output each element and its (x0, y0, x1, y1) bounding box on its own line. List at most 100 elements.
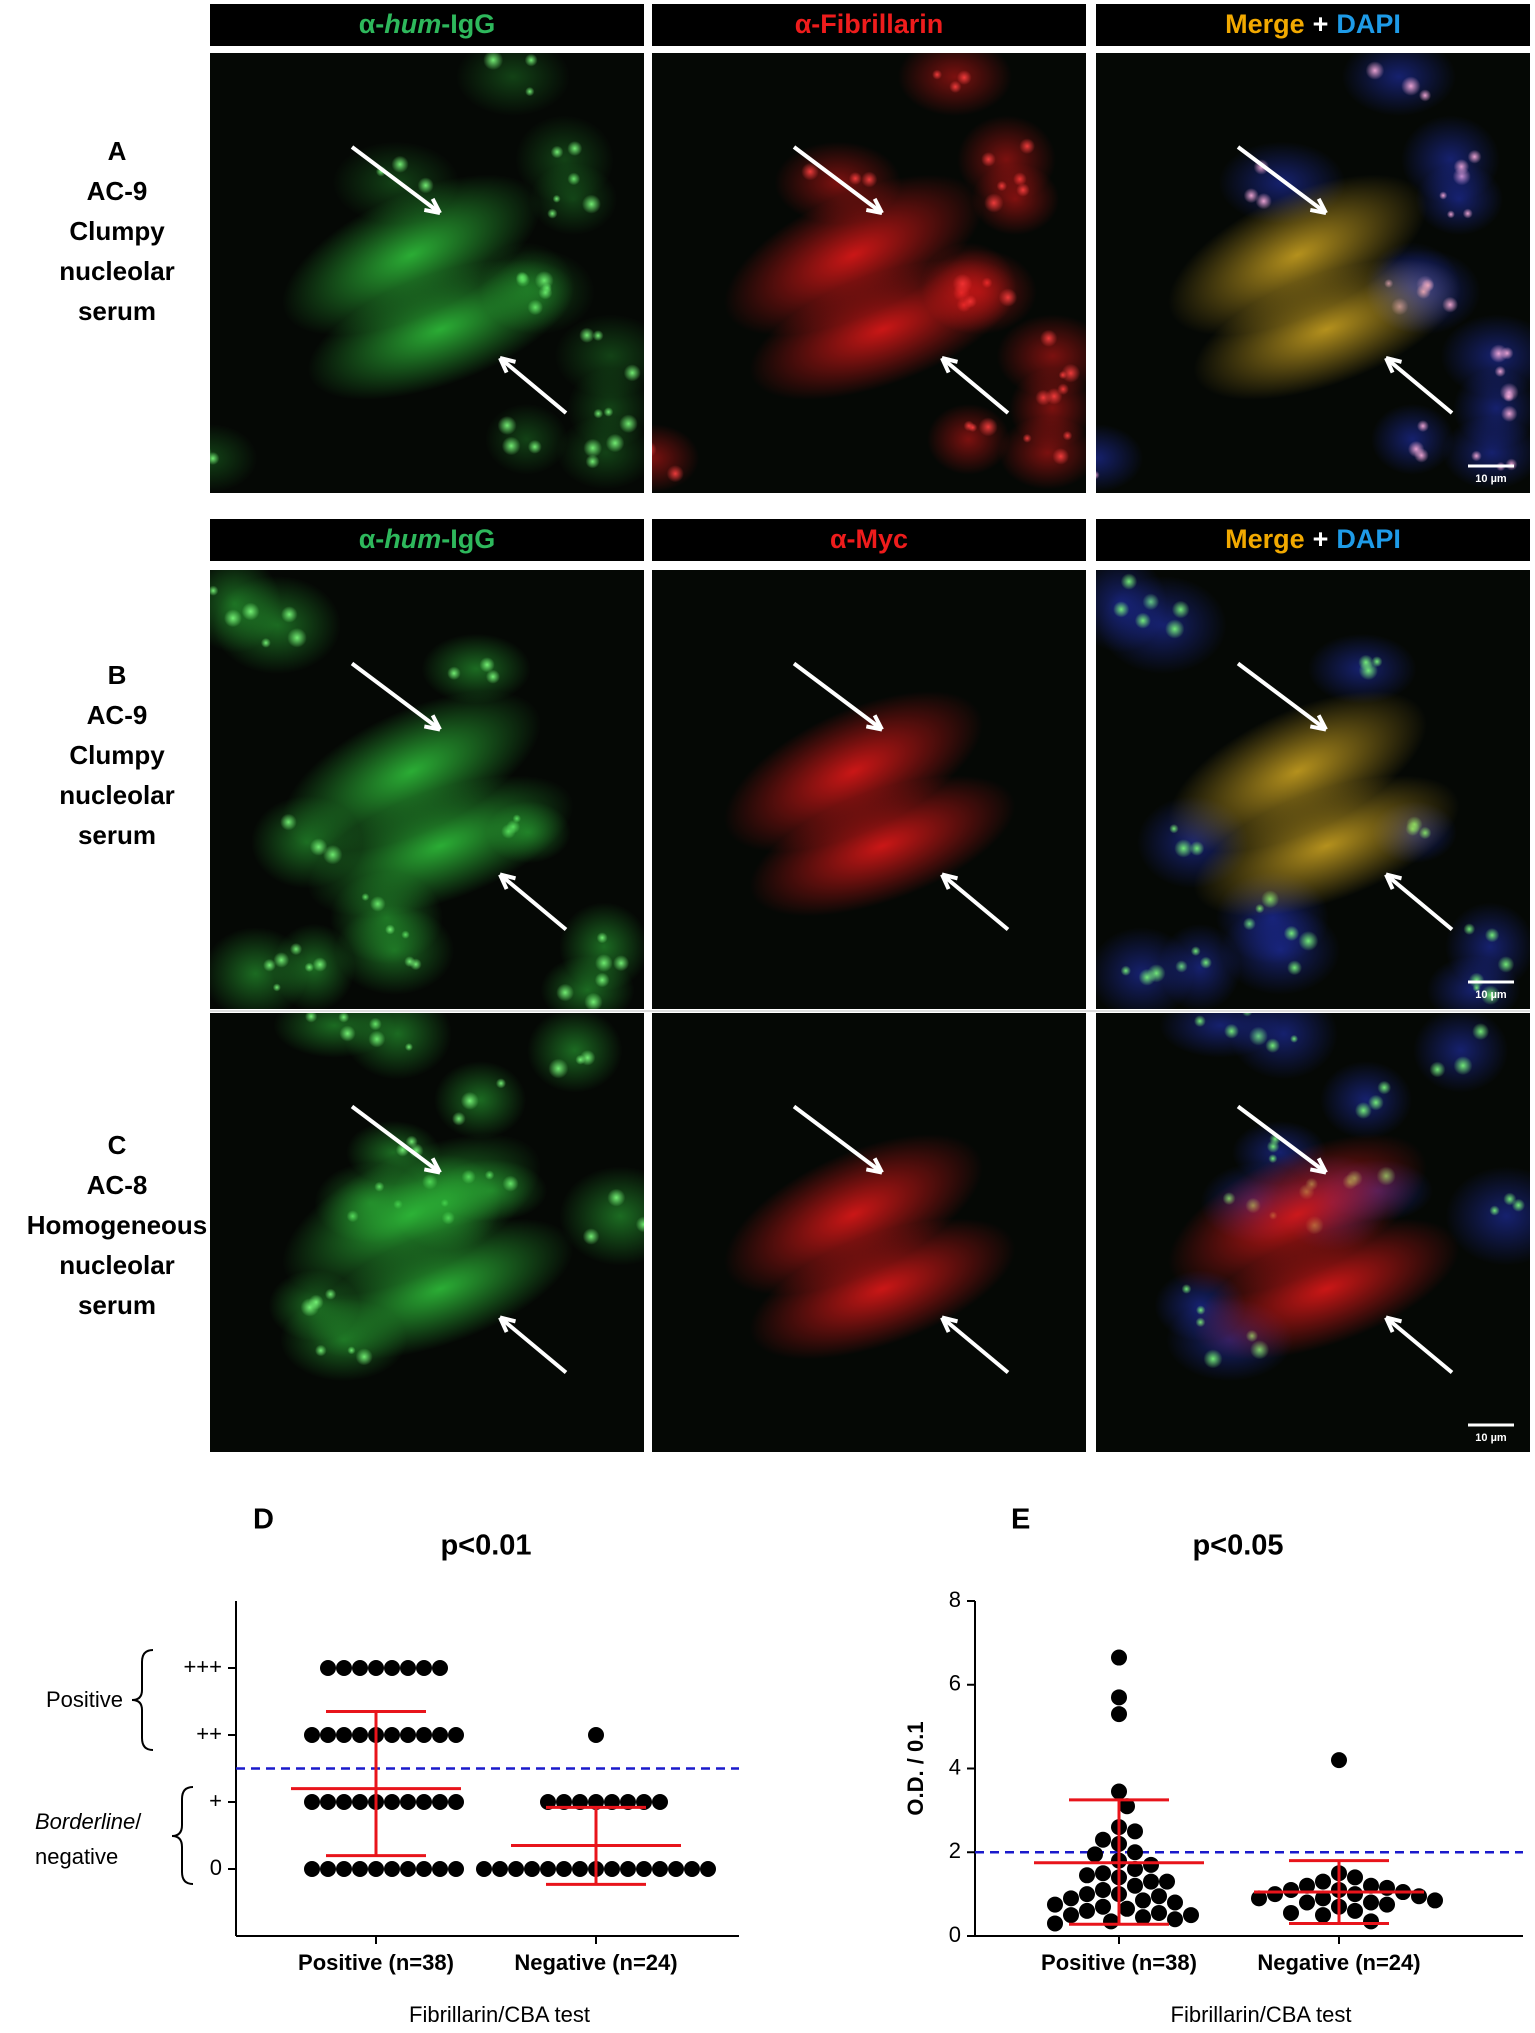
data-point (448, 1861, 464, 1877)
transfected-cell (724, 691, 983, 852)
nucleolus (1439, 191, 1448, 200)
nucleolus (339, 1025, 356, 1042)
nucleolus (932, 69, 943, 80)
column-header: Merge + DAPI (1225, 9, 1401, 39)
nucleolus (241, 602, 260, 621)
nucleus (210, 423, 258, 493)
nucleolus (1061, 363, 1081, 383)
data-point (1063, 1890, 1079, 1907)
data-point (416, 1727, 432, 1743)
data-point (1151, 1888, 1167, 1905)
nucleolus (1468, 972, 1485, 989)
nucleolus (981, 152, 996, 167)
data-point (1063, 1907, 1079, 1924)
nucleolus (1016, 183, 1030, 197)
arrow-head (498, 872, 517, 890)
transfected-cell (307, 775, 574, 917)
data-point (1127, 1877, 1143, 1894)
nucleus (554, 314, 644, 398)
data-point (432, 1727, 448, 1743)
nucleus (1371, 403, 1454, 475)
nucleus (1445, 1166, 1530, 1266)
bracket-label: Positive (46, 1687, 123, 1712)
nucleolus (1224, 1023, 1239, 1039)
nucleus (927, 403, 1010, 475)
data-point (432, 1794, 448, 1810)
data-point (636, 1861, 652, 1877)
arrow-head (1309, 197, 1328, 215)
nucleus (556, 415, 644, 490)
nucleolus (956, 70, 972, 85)
arrow-head (1384, 1315, 1403, 1333)
data-point (1183, 1907, 1199, 1924)
scale-bar-label: 10 µm (1475, 473, 1507, 485)
header-part: hum (384, 524, 441, 554)
nucleolus (1358, 654, 1374, 670)
y-axis-label: O.D. / 0.1 (903, 1721, 928, 1815)
header-part: -IgG (441, 524, 495, 554)
nucleolus (593, 408, 604, 419)
header-part: DAPI (1336, 524, 1401, 554)
y-tick-label: 6 (949, 1671, 961, 1696)
data-point (540, 1861, 556, 1877)
data-point (1427, 1892, 1443, 1909)
nucleus (1415, 163, 1504, 236)
nucleolus (1165, 619, 1185, 639)
data-point (384, 1794, 400, 1810)
column-header: Merge + DAPI (1225, 524, 1401, 554)
y-tick-label: 2 (949, 1838, 961, 1863)
nucleolus (1113, 601, 1130, 618)
nucleus (652, 423, 700, 493)
bracket-label: Borderline (35, 1809, 135, 1834)
row-label: nucleolar (59, 256, 175, 286)
nucleolus (1429, 1061, 1446, 1078)
data-point (1315, 1873, 1331, 1890)
nucleolus (451, 1111, 466, 1126)
nucleolus (1199, 956, 1212, 969)
nucleolus (447, 666, 461, 681)
data-point (1267, 1886, 1283, 1903)
data-point (1347, 1869, 1363, 1886)
row-label: AC-8 (87, 1170, 148, 1200)
nucleolus (1243, 188, 1259, 204)
chart-title: p<0.05 (1192, 1530, 1283, 1562)
nucleus (897, 53, 1013, 117)
nucleus (210, 927, 308, 1009)
data-point (1111, 1706, 1127, 1723)
arrow-head (498, 356, 517, 374)
arrow (1384, 872, 1454, 932)
nucleolus (1401, 76, 1421, 96)
data-point (1119, 1900, 1135, 1917)
nucleolus (801, 162, 819, 181)
nucleus (1413, 1013, 1509, 1093)
nucleolus (1193, 1015, 1206, 1028)
transfected-cell (749, 258, 1016, 400)
data-point (1151, 1904, 1167, 1921)
arrow-head (865, 197, 884, 215)
row-label: A (108, 136, 127, 166)
transfected-cell (1168, 691, 1427, 852)
nucleolus (497, 415, 517, 435)
arrow (940, 1315, 1010, 1375)
transfected-cell (307, 1218, 574, 1360)
header-bar (652, 4, 1086, 46)
data-point (368, 1660, 384, 1676)
nucleolus (495, 1078, 507, 1089)
row-label: nucleolar (59, 780, 175, 810)
data-point (1047, 1915, 1063, 1932)
x-tick-label: Positive (n=38) (298, 1950, 454, 1975)
nucleolus (984, 193, 1004, 213)
nucleolus (1354, 1101, 1372, 1119)
nucleolus (1511, 1198, 1526, 1212)
nucleolus (191, 468, 200, 477)
nucleus (421, 633, 531, 704)
scale-bar-label: 10 µm (1475, 1432, 1507, 1444)
nucleolus (1500, 346, 1514, 360)
data-point (1111, 1649, 1127, 1666)
arrow (350, 1104, 442, 1175)
data-point (384, 1727, 400, 1743)
transfected-cell (282, 691, 541, 852)
row-label: serum (78, 1290, 156, 1320)
chart-title: p<0.01 (440, 1530, 531, 1562)
y-tick-label: 0 (949, 1922, 961, 1947)
